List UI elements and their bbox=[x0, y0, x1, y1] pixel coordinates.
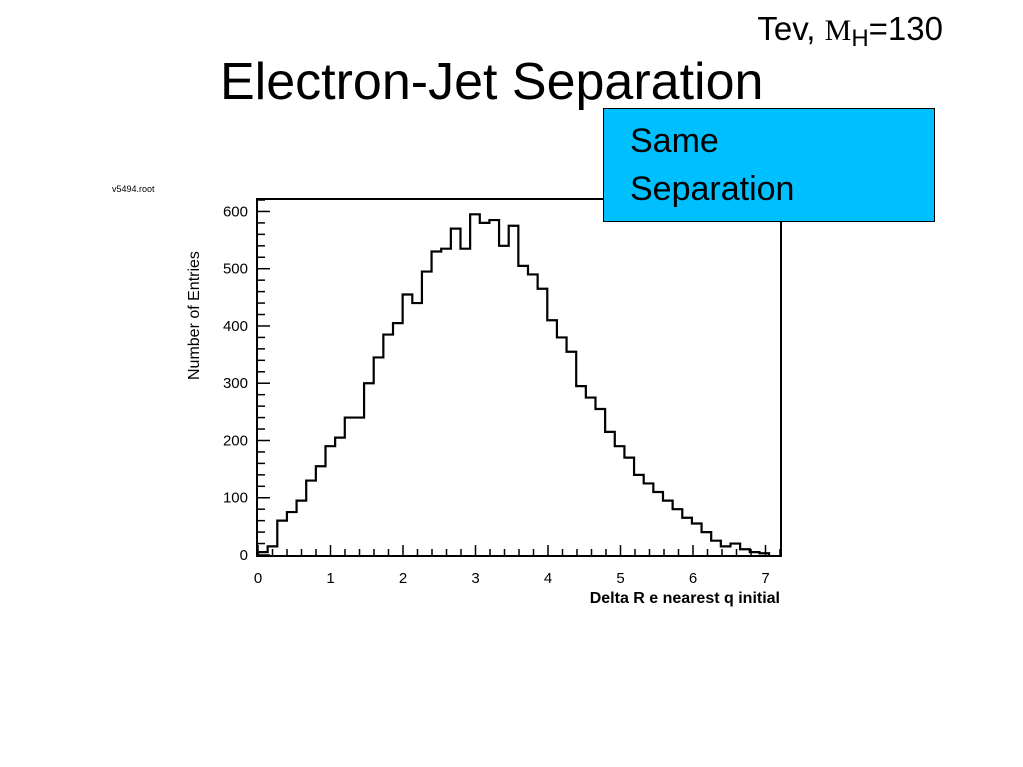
top-note-suffix: =130 bbox=[868, 10, 943, 47]
top-note-symbol: M bbox=[824, 14, 852, 47]
x-tick-label: 1 bbox=[326, 570, 334, 587]
top-note-subscript: H bbox=[851, 25, 869, 52]
x-tick-label: 7 bbox=[761, 570, 769, 587]
callout-line-2: Separation bbox=[630, 170, 795, 208]
tick-labels: 0 1 2 3 4 5 6 7 0 100 200 300 400 500 600 bbox=[223, 203, 770, 587]
x-tick-label: 3 bbox=[471, 570, 479, 587]
same-separation-callout: Same Separation bbox=[603, 108, 935, 222]
y-tick-label: 400 bbox=[223, 318, 248, 335]
callout-line-1: Same bbox=[630, 122, 719, 160]
x-tick-label: 6 bbox=[689, 570, 697, 587]
y-tick-label: 100 bbox=[223, 490, 248, 507]
y-tick-label: 600 bbox=[223, 203, 248, 220]
y-tick-label: 0 bbox=[240, 547, 248, 564]
x-tick-label: 2 bbox=[399, 570, 407, 587]
x-axis-label: Delta R e nearest q initial bbox=[590, 590, 780, 607]
plot-frame bbox=[256, 198, 782, 557]
x-tick-label: 0 bbox=[254, 570, 262, 587]
top-note-prefix: Tev, bbox=[757, 10, 816, 47]
x-tick-label: 5 bbox=[616, 570, 624, 587]
y-tick-label: 200 bbox=[223, 432, 248, 449]
y-tick-label: 500 bbox=[223, 261, 248, 278]
x-tick-label: 4 bbox=[544, 570, 552, 587]
higgs-mass-note: Tev, MH=130 bbox=[757, 10, 943, 53]
y-axis-label: Number of Entries bbox=[186, 251, 203, 380]
histogram-name: v5494.root bbox=[112, 184, 155, 194]
histogram-line bbox=[256, 213, 771, 555]
y-tick-label: 300 bbox=[223, 375, 248, 392]
slide-title: Electron-Jet Separation bbox=[220, 53, 764, 111]
